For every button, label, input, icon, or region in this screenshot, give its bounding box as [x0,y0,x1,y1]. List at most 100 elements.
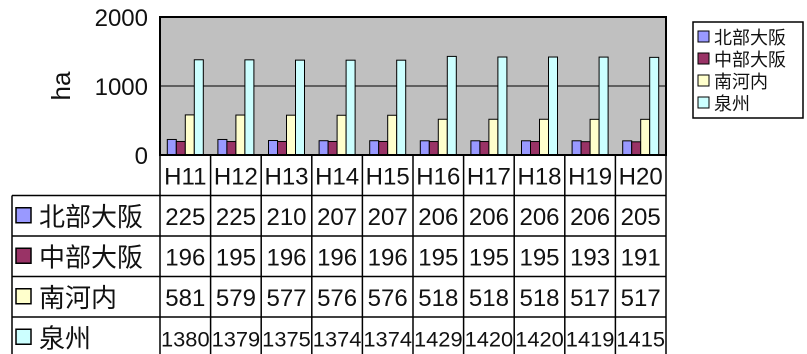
data-label: 191 [621,244,661,271]
bar-1-h19 [571,140,582,156]
bar-2-h17 [479,141,490,156]
data-label: 517 [570,285,610,312]
bar-2-h18 [530,141,540,156]
bar-1-h17 [470,140,481,156]
data-label: 207 [317,204,357,231]
data-label: 210 [266,204,306,231]
data-label: 1374 [363,328,412,351]
x-tick-label: H20 [619,163,663,190]
series-key-2 [15,247,32,264]
legend-swatch-2 [697,52,710,65]
bar-3-h19 [589,118,600,156]
data-label: 1374 [313,328,362,351]
bar-4-h19 [598,56,609,156]
bar-2-h14 [327,140,338,156]
y-tick-label: 1000 [95,74,148,101]
data-label: 1379 [212,328,261,351]
x-tick-label: H11 [164,163,206,190]
series-name: 北部大阪 [39,202,143,232]
series-name: 中部大阪 [39,242,143,272]
bar-3-h12 [235,114,246,156]
data-label: 517 [621,285,661,312]
x-tick-label: H15 [366,163,410,190]
bar-2-h16 [428,141,439,156]
data-label: 206 [469,204,509,231]
data-label: 196 [317,244,357,271]
data-label: 1380 [161,328,210,351]
bar-3-h14 [336,114,347,156]
data-label: 1420 [515,328,564,351]
bar-4-h18 [548,56,558,156]
data-label: 577 [266,285,306,312]
legend-label: 中部大阪 [714,50,786,70]
data-label: 195 [216,244,256,271]
y-tick-label: 2000 [95,5,148,32]
bar-4-h15 [396,59,407,156]
bar-3-h16 [437,118,448,156]
x-tick-label: H17 [467,163,511,190]
legend-label: 北部大阪 [714,28,786,48]
data-label: 207 [368,204,408,231]
bar-1-h18 [521,140,531,156]
bar-1-h14 [318,140,329,156]
bar-1-h13 [268,140,278,156]
data-label: 196 [165,244,205,271]
bar-3-h11 [184,114,195,156]
series-name: 南河内 [39,283,117,313]
data-label: 1375 [262,328,311,351]
series-key-4 [15,328,32,345]
bar-1-h15 [369,140,380,156]
bar-3-h18 [539,118,549,156]
data-label: 193 [570,244,610,271]
data-label: 1419 [566,328,615,351]
legend-label: 泉州 [714,94,750,114]
data-label: 581 [165,285,205,312]
y-axis-label: ha [46,71,76,100]
x-tick-label: H18 [517,163,561,190]
bar-3-h17 [488,118,499,156]
data-label: 576 [317,285,357,312]
bar-1-h20 [622,140,633,156]
data-label: 518 [418,285,458,312]
bar-3-h20 [640,118,651,156]
data-label: 518 [519,285,559,312]
bar-2-h11 [175,140,186,156]
data-label: 195 [519,244,559,271]
bar-1-h12 [217,138,228,156]
bar-2-h20 [631,141,642,156]
data-label: 576 [368,285,408,312]
x-tick-label: H16 [416,163,460,190]
legend-swatch-4 [697,96,710,109]
bar-4-h17 [497,56,508,156]
data-label: 225 [165,204,205,231]
x-tick-label: H14 [315,163,359,190]
data-label: 206 [570,204,610,231]
data-label: 518 [469,285,509,312]
data-label: 579 [216,285,256,312]
bar-4-h12 [244,59,255,156]
data-label: 1429 [414,328,463,351]
data-label: 206 [519,204,559,231]
data-label: 1420 [465,328,514,351]
data-label: 196 [368,244,408,271]
legend-swatch-1 [697,30,710,43]
y-tick-label: 0 [135,143,148,170]
data-label: 195 [469,244,509,271]
legend-box [692,21,804,119]
bar-4-h20 [649,56,660,156]
data-label: 205 [621,204,661,231]
bar-4-h14 [345,59,356,156]
data-label: 225 [216,204,256,231]
bar-1-h11 [166,138,177,156]
bar-4-h13 [295,59,305,156]
series-key-1 [15,207,32,224]
bar-3-h13 [286,114,296,156]
legend-swatch-3 [697,74,710,87]
data-label: 1415 [616,328,665,351]
data-label: 195 [418,244,458,271]
x-tick-label: H12 [214,163,258,190]
bar-1-h16 [419,140,430,156]
x-tick-label: H13 [264,163,308,190]
